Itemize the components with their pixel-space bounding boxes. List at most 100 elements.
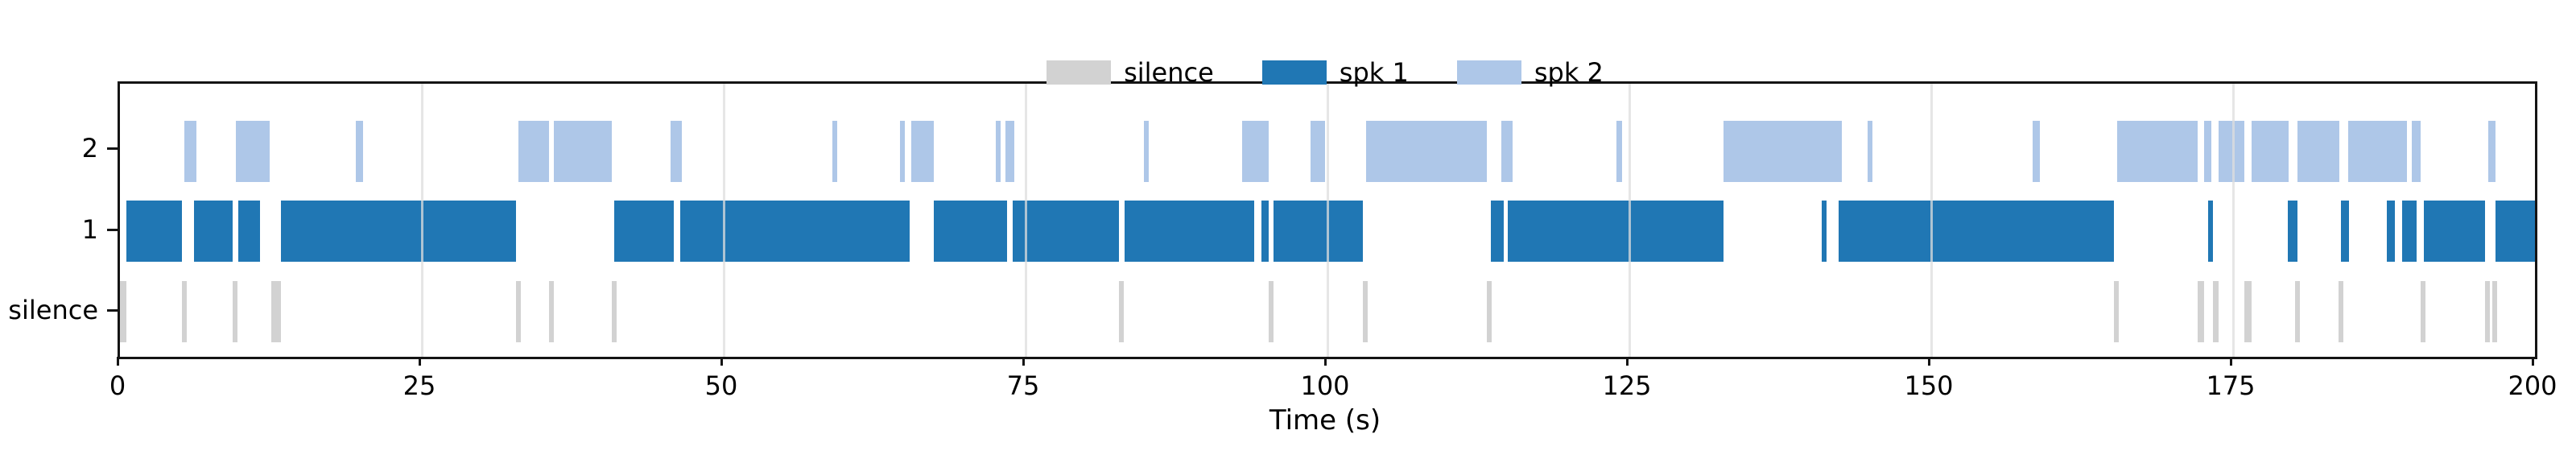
- segment-bar-spk-1: [238, 201, 260, 262]
- segment-bar-silence: [516, 281, 521, 342]
- segment-bar-spk-1: [1490, 201, 1504, 262]
- x-tick-label: 125: [1602, 370, 1652, 401]
- segment-bar-spk-2: [2117, 121, 2198, 182]
- y-tick-label-silence: silence: [8, 295, 98, 325]
- x-tick-label: 175: [2206, 370, 2256, 401]
- segment-bar-silence: [2113, 281, 2119, 342]
- segment-bar-spk-1: [1821, 201, 1827, 262]
- segment-bar-spk-1: [1012, 201, 1119, 262]
- x-tick-mark: [116, 357, 119, 366]
- segment-bar-silence: [1487, 281, 1492, 342]
- legend-item-spk-1: spk 1: [1261, 57, 1409, 88]
- segment-bar-spk-1: [2495, 201, 2535, 262]
- x-tick-label: 25: [402, 370, 436, 401]
- segment-bar-silence: [2338, 281, 2343, 342]
- segment-bar-spk-1: [193, 201, 233, 262]
- segment-bar-silence: [611, 281, 617, 342]
- segment-bar-spk-2: [1366, 121, 1487, 182]
- legend-label: spk 2: [1534, 57, 1604, 88]
- segment-bar-spk-1: [126, 201, 182, 262]
- segment-bar-spk-1: [2402, 201, 2417, 262]
- gridline: [1930, 84, 1933, 357]
- legend-label: spk 1: [1339, 57, 1409, 88]
- legend-item-silence: silence: [1046, 60, 1214, 85]
- segment-bar-spk-1: [2287, 201, 2297, 262]
- legend-swatch-icon: [1456, 60, 1521, 85]
- segment-bar-spk-1: [1274, 201, 1363, 262]
- segment-bar-spk-2: [2033, 121, 2040, 182]
- segment-bar-spk-1: [2207, 201, 2213, 262]
- legend-label: silence: [1124, 57, 1214, 88]
- segment-bar-spk-1: [280, 201, 516, 262]
- segment-bar-spk-2: [184, 121, 196, 182]
- segment-bar-spk-1: [1261, 201, 1269, 262]
- legend-swatch-icon: [1261, 60, 1327, 85]
- segment-bar-spk-1: [2340, 201, 2349, 262]
- segment-bar-silence: [232, 281, 237, 342]
- y-tick-label-2: 2: [81, 133, 98, 163]
- segment-bar-spk-2: [1144, 121, 1149, 182]
- segment-bar-silence: [1268, 281, 1274, 342]
- segment-bar-silence: [2244, 281, 2252, 342]
- segment-bar-spk-1: [1125, 201, 1254, 262]
- segment-bar-silence: [2212, 281, 2219, 342]
- segment-bar-spk-2: [2412, 121, 2421, 182]
- segment-bar-spk-1: [2386, 201, 2395, 262]
- legend: silence spk 1 spk 2: [118, 55, 2533, 90]
- gridline: [2231, 84, 2235, 357]
- segment-bar-silence: [181, 281, 187, 342]
- x-tick-mark: [1927, 357, 1930, 366]
- x-tick-label: 50: [704, 370, 738, 401]
- segment-bar-silence: [2484, 281, 2490, 342]
- segment-bar-silence: [2421, 281, 2426, 342]
- segment-bar-spk-1: [680, 201, 910, 262]
- x-axis-title: Time (s): [1269, 404, 1381, 437]
- segment-bar-spk-2: [2251, 121, 2289, 182]
- x-tick-label: 75: [1006, 370, 1040, 401]
- segment-bar-spk-2: [2204, 121, 2211, 182]
- x-tick-mark: [720, 357, 723, 366]
- segment-bar-silence: [1362, 281, 1368, 342]
- segment-bar-spk-1: [614, 201, 675, 262]
- gridline: [1628, 84, 1631, 357]
- segment-bar-spk-2: [2297, 121, 2339, 182]
- segment-bar-spk-1: [934, 201, 1007, 262]
- x-tick-label: 200: [2508, 370, 2557, 401]
- gridline: [722, 84, 725, 357]
- segment-bar-spk-2: [671, 121, 682, 182]
- legend-swatch-icon: [1046, 60, 1112, 85]
- x-tick-label: 150: [1904, 370, 1954, 401]
- y-tick-mark: [107, 308, 118, 312]
- segment-bar-spk-2: [2219, 121, 2244, 182]
- segment-bar-silence: [1118, 281, 1124, 342]
- y-tick-mark: [107, 228, 118, 231]
- segment-bar-spk-2: [236, 121, 270, 182]
- segment-bar-spk-2: [995, 121, 1001, 182]
- gridline: [1326, 84, 1329, 357]
- segment-bar-spk-1: [1838, 201, 2114, 262]
- x-tick-mark: [1625, 357, 1629, 366]
- segment-bar-spk-2: [2347, 121, 2407, 182]
- segment-bar-silence: [270, 281, 281, 342]
- segment-bar-spk-2: [355, 121, 363, 182]
- x-tick-mark: [2229, 357, 2232, 366]
- segment-bar-spk-2: [2487, 121, 2496, 182]
- legend-item-spk-2: spk 2: [1456, 57, 1604, 88]
- segment-bar-spk-2: [1005, 121, 1014, 182]
- segment-bar-silence: [548, 281, 554, 342]
- segment-bar-spk-2: [832, 121, 837, 182]
- x-tick-mark: [2531, 357, 2534, 366]
- gridline: [420, 84, 423, 357]
- segment-bar-spk-2: [1724, 121, 1842, 182]
- y-tick-mark: [107, 147, 118, 150]
- segment-bar-silence: [2491, 281, 2497, 342]
- segment-bar-spk-2: [910, 121, 934, 182]
- segment-bar-spk-2: [900, 121, 905, 182]
- x-tick-label: 0: [109, 370, 126, 401]
- x-tick-mark: [1022, 357, 1025, 366]
- gridline: [1024, 84, 1027, 357]
- segment-bar-spk-2: [1501, 121, 1513, 182]
- segment-bar-spk-2: [1311, 121, 1325, 182]
- segment-bar-spk-2: [1241, 121, 1269, 182]
- segment-bar-spk-2: [1867, 121, 1872, 182]
